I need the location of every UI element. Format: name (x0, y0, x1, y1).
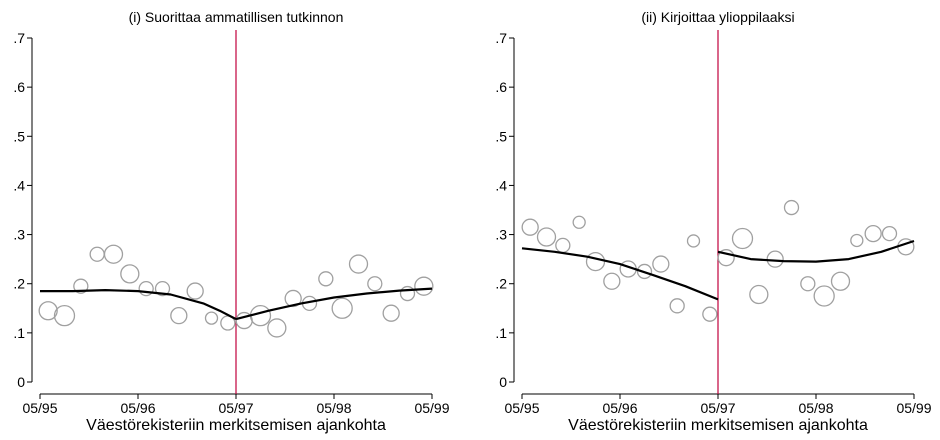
data-point (686, 234, 701, 248)
y-tick-label: .6 (495, 79, 507, 95)
panel-vocational-degree: (i) Suorittaa ammatillisen tutkinnon Väe… (13, 9, 449, 434)
y-tick-label: .2 (495, 276, 507, 292)
data-point (717, 249, 735, 267)
x-tick-label: 05/99 (414, 400, 449, 416)
y-tick-label: 0 (499, 374, 507, 390)
data-point (284, 289, 302, 308)
x-tick-label: 05/99 (896, 400, 931, 416)
x-tick-label: 05/97 (700, 400, 735, 416)
y-tick-label: .5 (13, 128, 25, 144)
data-point (800, 276, 816, 292)
data-point (766, 250, 784, 268)
data-point (521, 218, 539, 236)
data-point (603, 272, 621, 290)
data-point (120, 264, 140, 284)
fit-line-right (717, 239, 915, 263)
y-tick-label: .1 (13, 325, 25, 341)
y-tick-label: .2 (13, 276, 25, 292)
data-point (154, 280, 171, 297)
panel-title: (i) Suorittaa ammatillisen tutkinnon (129, 9, 344, 25)
y-tick-label: .4 (13, 177, 25, 193)
x-tick-label: 05/95 (504, 400, 539, 416)
y-tick-label: .6 (13, 79, 25, 95)
data-point (73, 278, 89, 294)
y-tick-label: .7 (13, 30, 25, 46)
panel-title: (ii) Kirjoittaa ylioppilaaksi (641, 9, 794, 25)
x-tick-label: 05/96 (602, 400, 637, 416)
data-point (731, 227, 754, 250)
data-point (585, 251, 606, 272)
data-point (53, 305, 76, 327)
y-tick-label: .7 (495, 30, 507, 46)
data-point (399, 285, 416, 302)
x-tick-label: 05/97 (218, 400, 253, 416)
y-tick-label: .3 (495, 227, 507, 243)
data-point (414, 276, 434, 296)
data-point (536, 227, 557, 247)
data-point (830, 271, 851, 291)
fit-line-right (235, 287, 433, 321)
data-point (170, 307, 188, 325)
fit-line-left (40, 289, 237, 321)
data-point (850, 233, 864, 248)
data-point (89, 246, 105, 262)
data-point (783, 199, 800, 216)
data-point (652, 255, 670, 273)
data-point (572, 215, 586, 229)
y-tick-label: .1 (495, 325, 507, 341)
data-point (38, 301, 58, 321)
data-point (382, 304, 400, 322)
x-axis-label: Väestörekisteriin merkitsemisen ajankoht… (568, 417, 868, 434)
data-point (881, 225, 898, 242)
data-point (749, 284, 769, 305)
data-point (331, 297, 353, 319)
data-point (186, 282, 204, 300)
data-point (669, 298, 685, 314)
fit-line-left (521, 247, 719, 301)
data-point (318, 271, 334, 287)
data-point (813, 285, 835, 307)
x-tick-label: 05/96 (120, 400, 155, 416)
y-tick-label: .3 (13, 227, 25, 243)
x-tick-label: 05/98 (316, 400, 351, 416)
y-tick-label: 0 (17, 374, 25, 390)
data-point (702, 306, 718, 322)
data-point (204, 311, 219, 325)
data-point (555, 237, 571, 254)
data-point (267, 318, 287, 338)
x-axis-label: Väestörekisteriin merkitsemisen ajankoht… (86, 417, 386, 434)
data-point (367, 276, 383, 292)
data-point (103, 244, 124, 264)
y-tick-label: .5 (495, 128, 507, 144)
data-point (864, 224, 882, 243)
data-point (348, 254, 369, 274)
y-tick-label: .4 (495, 177, 507, 193)
x-tick-label: 05/98 (798, 400, 833, 416)
data-point (138, 280, 154, 297)
x-tick-label: 05/95 (22, 400, 57, 416)
data-point (636, 263, 653, 280)
panel-matriculation: (ii) Kirjoittaa ylioppilaaksi Väestöreki… (495, 9, 931, 434)
